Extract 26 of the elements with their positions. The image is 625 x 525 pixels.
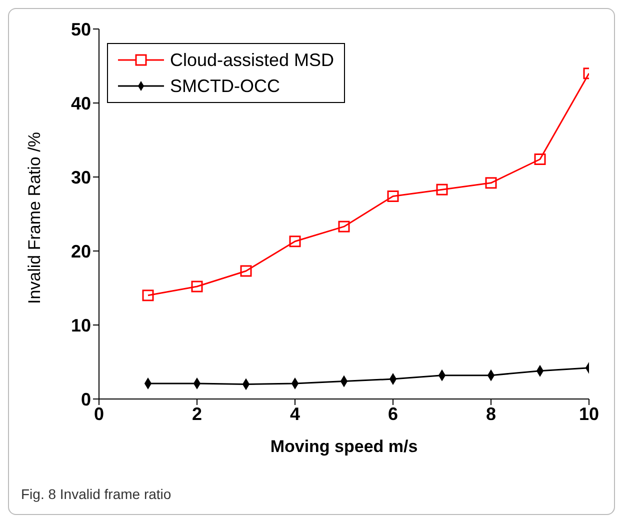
point — [387, 190, 399, 202]
point — [338, 220, 350, 232]
point — [289, 236, 301, 248]
point — [485, 177, 497, 189]
x-tick-label: 4 — [290, 404, 300, 424]
point — [240, 265, 252, 277]
x-tick-label: 2 — [192, 404, 202, 424]
y-axis-title: Invalid Frame Ratio /% — [25, 132, 44, 304]
caption: Fig. 8 Invalid frame ratio — [21, 486, 172, 502]
y-tick-label: 50 — [70, 19, 91, 40]
x-tick-label: 0 — [94, 404, 104, 424]
x-tick-label: 8 — [486, 404, 496, 424]
point — [191, 280, 203, 292]
point — [436, 184, 448, 196]
point — [142, 290, 154, 302]
y-tick-label: 20 — [70, 241, 91, 262]
y-tick-label: 0 — [80, 389, 91, 410]
y-tick-label: 10 — [70, 315, 91, 336]
legend-label: Cloud-assisted MSD — [170, 49, 334, 72]
x-tick-label: 10 — [578, 404, 600, 424]
y-tick-label: 40 — [70, 93, 91, 114]
legend-label: SMCTD-OCC — [170, 75, 280, 98]
y-tick-label: 30 — [70, 167, 91, 188]
x-axis-title: Moving speed m/s — [270, 437, 418, 456]
x-tick-label: 6 — [388, 404, 398, 424]
point — [534, 153, 546, 165]
